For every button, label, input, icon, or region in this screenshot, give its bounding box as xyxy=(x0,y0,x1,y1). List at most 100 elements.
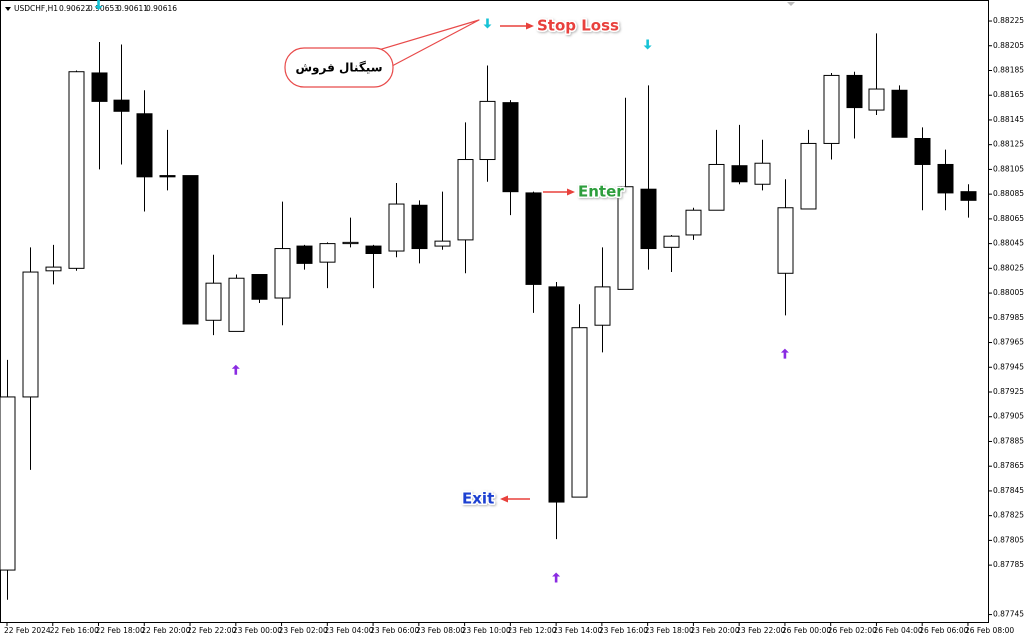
y-tick-label: 0.87785 xyxy=(993,560,1024,569)
x-tick-label: 23 Feb 10:00 xyxy=(462,626,511,635)
x-tick-label: 23 Feb 06:00 xyxy=(370,626,419,635)
buy-arrow xyxy=(552,572,561,583)
bear-body xyxy=(640,188,657,250)
x-tick-label: 23 Feb 08:00 xyxy=(416,626,465,635)
bear-body xyxy=(891,89,908,138)
callout-box xyxy=(284,47,394,88)
bear-body xyxy=(502,102,519,193)
menu-triangle xyxy=(5,7,11,11)
bear-body xyxy=(846,74,863,109)
bull-body xyxy=(68,71,85,269)
x-tick-label: 22 Feb 20:00 xyxy=(141,626,190,635)
sell-arrow xyxy=(94,0,103,10)
y-tick-label: 0.87985 xyxy=(993,313,1024,322)
y-tick-label: 0.87825 xyxy=(993,511,1024,520)
x-tick-label: 26 Feb 06:00 xyxy=(919,626,968,635)
x-tick-label: 23 Feb 22:00 xyxy=(736,626,785,635)
header-value: 0.90611 xyxy=(117,4,148,13)
bear-body xyxy=(296,245,313,264)
y-tick-label: 0.88205 xyxy=(993,41,1024,50)
bull-body xyxy=(388,203,405,252)
y-tick-label: 0.87885 xyxy=(993,436,1024,445)
header-value: 0.90616 xyxy=(146,4,177,13)
bull-body xyxy=(45,266,62,272)
bull-body xyxy=(868,88,885,111)
x-tick-label: 23 Feb 20:00 xyxy=(690,626,739,635)
bear-body xyxy=(136,113,153,178)
symbol-label: USDCHF,H1 xyxy=(14,4,58,13)
bull-body xyxy=(205,282,222,321)
x-tick-label: 23 Feb 16:00 xyxy=(599,626,648,635)
bull-body xyxy=(594,286,611,326)
bull-body xyxy=(0,396,16,571)
bear-body xyxy=(960,191,977,201)
y-tick-label: 0.87805 xyxy=(993,535,1024,544)
bull-body xyxy=(708,163,725,211)
bull-body xyxy=(22,271,39,398)
y-tick-label: 0.88185 xyxy=(993,65,1024,74)
bear-body xyxy=(937,163,954,194)
candles xyxy=(0,33,977,600)
buy-arrow xyxy=(231,364,240,375)
buy-arrow xyxy=(780,348,789,359)
callout-join xyxy=(370,53,378,67)
bull-body xyxy=(663,235,680,248)
y-tick-label: 0.88105 xyxy=(993,164,1024,173)
x-tick-label: 22 Feb 22:00 xyxy=(187,626,236,635)
y-tick-label: 0.88045 xyxy=(993,239,1024,248)
bull-body xyxy=(571,327,588,498)
signal-callout: سیگنال فروش xyxy=(284,19,480,88)
y-tick-label: 0.88005 xyxy=(993,288,1024,297)
x-tick-label: 23 Feb 04:00 xyxy=(324,626,373,635)
bear-body xyxy=(525,192,542,285)
x-tick-label: 23 Feb 12:00 xyxy=(507,626,556,635)
annotation-arrows xyxy=(500,22,575,503)
bull-body xyxy=(754,162,771,185)
bear-body xyxy=(113,99,130,112)
y-tick-label: 0.88145 xyxy=(993,115,1024,124)
y-tick-label: 0.87865 xyxy=(993,461,1024,470)
bear-body xyxy=(91,72,108,102)
y-tick-label: 0.87845 xyxy=(993,486,1024,495)
x-tick-label: 23 Feb 02:00 xyxy=(279,626,328,635)
x-tick-label: 26 Feb 02:00 xyxy=(828,626,877,635)
x-tick-label: 23 Feb 18:00 xyxy=(645,626,694,635)
x-tick-label: 26 Feb 04:00 xyxy=(873,626,922,635)
bear-body xyxy=(548,286,565,503)
bull-body xyxy=(685,209,702,236)
y-tick-label: 0.88125 xyxy=(993,140,1024,149)
y-tick-label: 0.88165 xyxy=(993,90,1024,99)
bull-body xyxy=(479,100,496,161)
bull-body xyxy=(800,142,817,210)
shift-marker xyxy=(787,2,795,6)
bear-body xyxy=(365,245,382,254)
header-value: 0.90622 xyxy=(59,4,90,13)
plot-frame xyxy=(0,0,989,623)
bull-body xyxy=(617,186,634,290)
y-tick-label: 0.87945 xyxy=(993,362,1024,371)
callout-text: سیگنال فروش xyxy=(295,61,382,76)
bull-body xyxy=(228,277,245,332)
y-tick-label: 0.88225 xyxy=(993,16,1024,25)
y-tick-label: 0.88025 xyxy=(993,263,1024,272)
y-tick-label: 0.87905 xyxy=(993,412,1024,421)
x-tick-label: 22 Feb 2024 xyxy=(4,626,51,635)
x-tick-label: 23 Feb 00:00 xyxy=(233,626,282,635)
arrow-head xyxy=(500,495,508,503)
bear-body xyxy=(182,175,199,325)
header-value: 0.90653 xyxy=(88,4,119,13)
sell-arrow xyxy=(483,18,492,29)
bear-body xyxy=(914,137,931,165)
arrow-head xyxy=(567,188,575,196)
y-tick-label: 0.88085 xyxy=(993,189,1024,198)
y-tick-label: 0.87925 xyxy=(993,387,1024,396)
y-tick-label: 0.88065 xyxy=(993,214,1024,223)
x-tick-label: 23 Feb 14:00 xyxy=(553,626,602,635)
y-tick-label: 0.87965 xyxy=(993,338,1024,347)
x-tick-label: 26 Feb 08:00 xyxy=(965,626,1014,635)
x-tick-label: 26 Feb 00:00 xyxy=(782,626,831,635)
y-tick-label: 0.87745 xyxy=(993,610,1024,619)
bull-body xyxy=(434,240,451,247)
bear-body xyxy=(159,175,176,178)
